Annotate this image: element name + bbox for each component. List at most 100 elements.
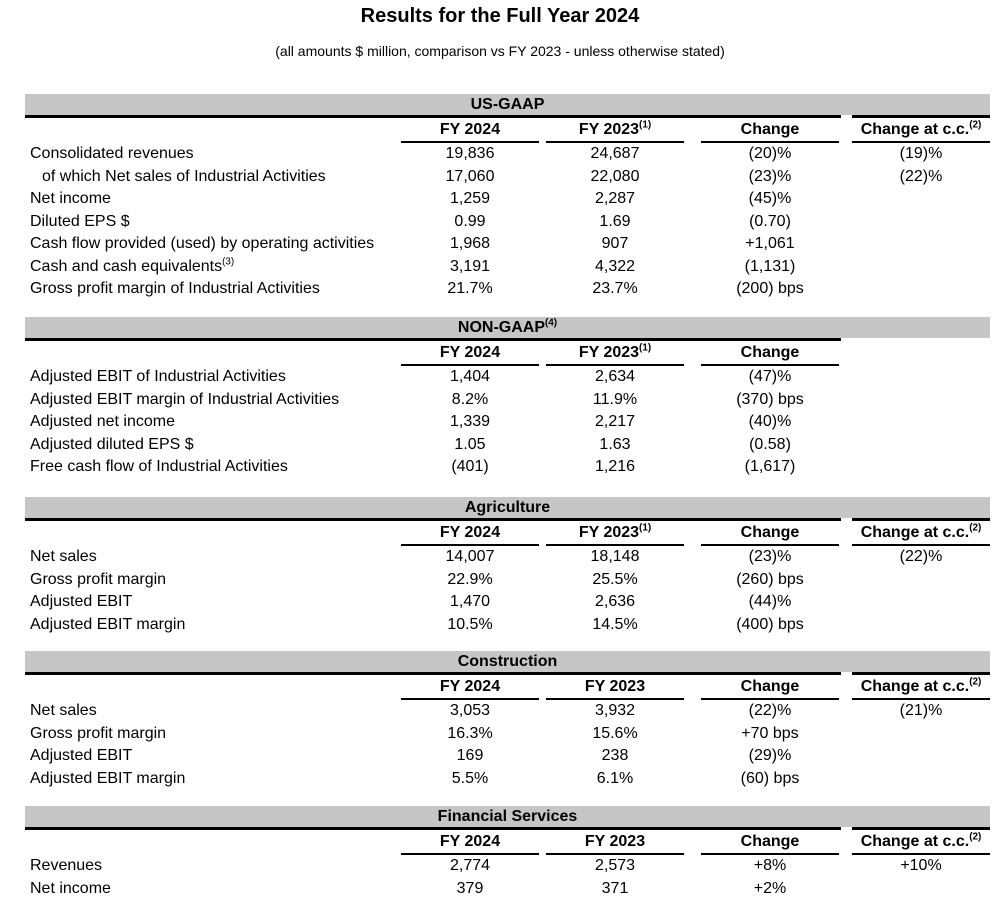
band-underline-left-segment [25,115,841,118]
cell-value: 5.5% [451,769,489,787]
table-row: Gross profit margin 16.3% 15.6% +70 bps [25,723,990,746]
table-row: Net sales 3,053 3,932 (22)% (21)% [25,700,990,723]
cell-value: (44)% [748,593,792,611]
row-label: Adjusted EBIT margin of Industrial Activ… [30,390,340,408]
column-header-change: Change [701,121,839,143]
section-title-band: US-GAAP [25,94,990,115]
cell-value: 379 [456,879,484,897]
column-header-change-at-c-c: Change at c.c.(2) [852,523,990,546]
column-header-fy-2023: FY 2023 [546,833,684,855]
cell-value: 4,322 [594,257,636,275]
band-underline-right-segment [852,115,990,118]
row-label: Adjusted EBIT [30,593,133,611]
cell-value: 0.99 [454,212,486,230]
cell-value: 11.9% [592,390,638,408]
cell-value: 10.5% [447,615,493,633]
column-header-change: Change [701,833,839,855]
page-subtitle: (all amounts $ million, comparison vs FY… [275,43,725,59]
cell-value: 2,287 [594,190,636,208]
cell-value: 169 [456,747,484,765]
band-underline-gap [841,518,852,521]
cell-value: 1.05 [454,435,486,453]
section-title: Construction [457,653,558,670]
table-row: Adjusted EBIT of Industrial Activities 1,… [25,366,990,389]
cell-value: (200) bps [736,280,804,298]
section-non-gaap: NON-GAAP(4) FY 2024 FY 2023(1) Change Adjust… [25,317,990,479]
table-row: Net income 1,259 2,287 (45)% [25,188,990,211]
row-label: Cash flow provided (used) by operating a… [30,235,375,253]
cell-value: 2,634 [594,368,636,386]
table-row: Gross profit margin 22.9% 25.5% (260) bps [25,569,990,592]
cell-value: 22,080 [590,167,640,185]
cell-value: 1,259 [449,190,491,208]
cell-value: +8% [753,857,787,875]
cell-value: (0.70) [749,212,791,230]
column-header-change-at-c-c: Change at c.c.(2) [852,832,990,855]
table-row: Adjusted EBIT margin 10.5% 14.5% (400) bps [25,614,990,637]
cell-value: 3,191 [449,257,491,275]
cell-value: (40)% [748,413,792,431]
column-header-fy-2023: FY 2023 [546,678,684,700]
cell-value: (23)% [748,167,792,185]
cell-value: +10% [900,857,942,875]
row-label: Consolidated revenues [30,145,194,163]
cell-value: (401) [451,458,489,476]
band-underline [25,827,990,830]
band-underline-gap [841,827,852,830]
row-label: Adjusted EBIT of Industrial Activities [30,368,286,386]
row-label: Diluted EPS $ [30,212,130,230]
cell-value: (60) bps [740,769,800,787]
cell-value: 6.1% [596,769,634,787]
cell-value: (260) bps [736,570,804,588]
column-header-row: FY 2024 FY 2023(1) Change Change at c.c.(2) [25,118,990,143]
column-header-row: FY 2024 FY 2023(1) Change [25,341,990,366]
section-financial-services: Financial Services FY 2024 FY 2023 Change Ch… [25,806,990,900]
cell-value: 17,060 [445,167,495,185]
column-header-fy-2024: FY 2024 [401,678,539,700]
cell-value: (20)% [748,145,792,163]
band-underline-right-segment [852,518,990,521]
row-label: of which Net sales of Industrial Activit… [42,167,326,185]
table-row: Revenues 2,774 2,573 +8% +10% [25,855,990,878]
cell-value: (22)% [899,167,943,185]
cell-value: +1,061 [745,235,795,253]
cell-value: (29)% [748,747,792,765]
cell-value: 3,053 [449,702,491,720]
table-row: Diluted EPS $ 0.99 1.69 (0.70) [25,211,990,234]
section-agriculture: Agriculture FY 2024 FY 2023(1) Change Change… [25,497,990,636]
table-row: Net sales 14,007 18,148 (23)% (22)% [25,546,990,569]
cell-value: 25.5% [592,570,638,588]
cell-value: 3,932 [594,702,636,720]
cell-value: (0.58) [749,435,791,453]
row-label: Adjusted net income [30,413,175,431]
band-underline-gap [841,672,852,675]
table-row: Adjusted diluted EPS $ 1.05 1.63 (0.58) [25,434,990,457]
cell-value: (22)% [748,702,792,720]
cell-value: 16.3% [447,724,493,742]
band-underline-right-segment [852,827,990,830]
section-title: NON-GAAP(4) [457,317,558,336]
column-header-fy-2023: FY 2023(1) [546,343,684,366]
cell-value: 2,636 [594,593,636,611]
cell-value: (400) bps [736,615,804,633]
row-label: Adjusted diluted EPS $ [30,435,194,453]
band-underline-right-segment [852,672,990,675]
band-underline [25,672,990,675]
cell-value: 1.69 [599,212,631,230]
cell-value: 1,968 [449,235,491,253]
band-underline-left-segment [25,518,841,521]
cell-value: (23)% [748,548,792,566]
row-label: Gross profit margin [30,724,167,742]
row-label: Adjusted EBIT margin [30,769,186,787]
column-header-change-at-c-c: Change at c.c.(2) [852,120,990,143]
row-label: Gross profit margin [30,570,167,588]
band-underline [25,338,990,341]
cell-value: 238 [601,747,629,765]
cell-value: (21)% [899,702,943,720]
column-header-fy-2024: FY 2024 [401,121,539,143]
table-row: Adjusted EBIT 1,470 2,636 (44)% [25,591,990,614]
row-label: Net sales [30,548,97,566]
cell-value: 24,687 [590,145,640,163]
